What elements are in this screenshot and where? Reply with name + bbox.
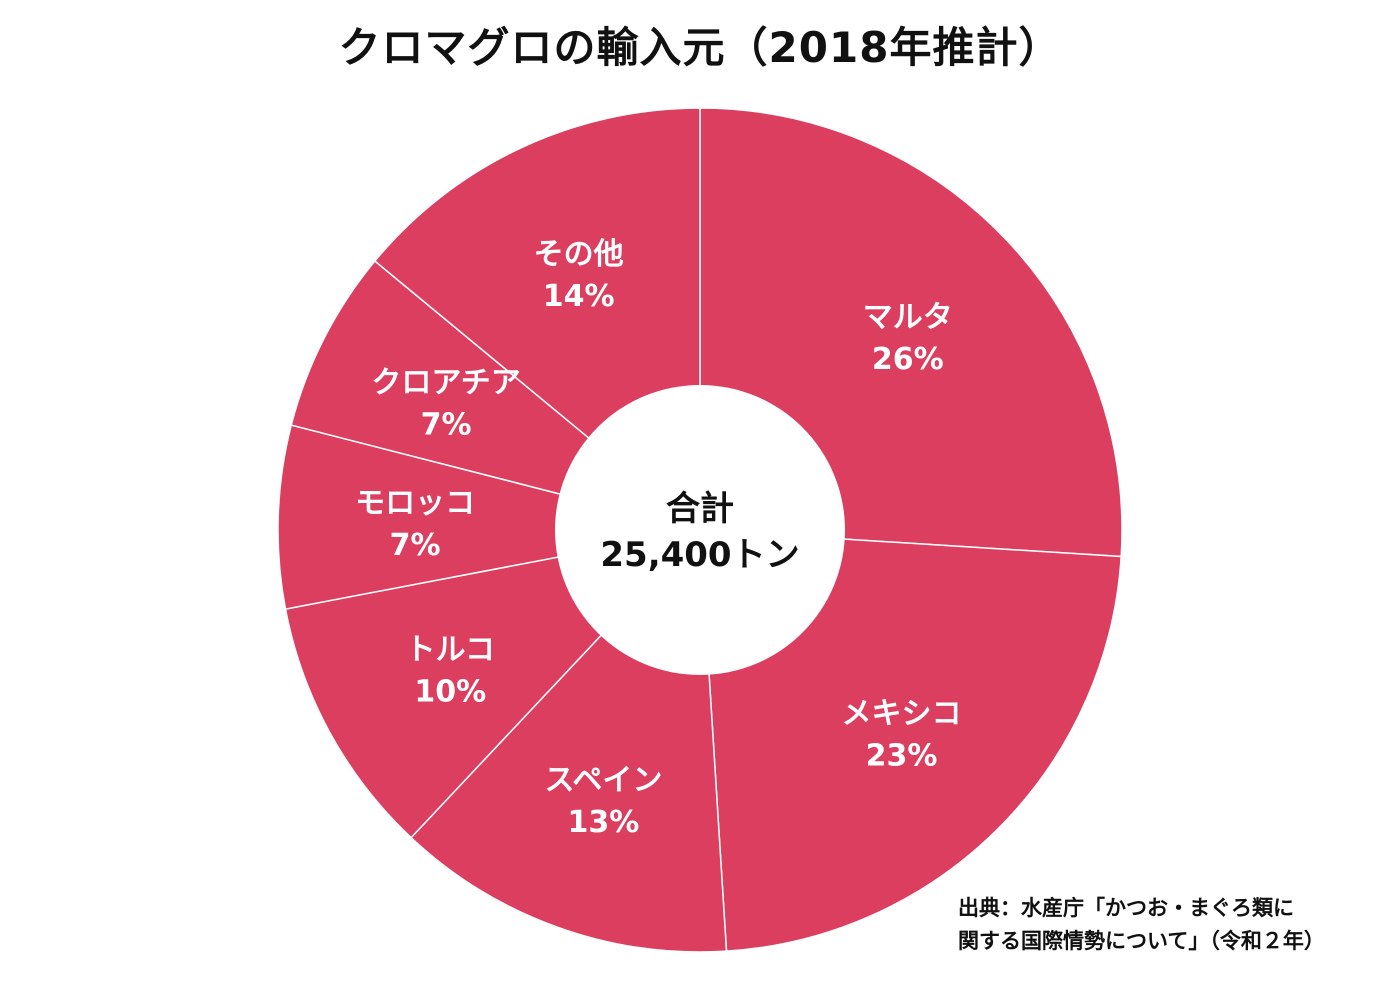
center-total-value: 25,400トン (600, 535, 799, 575)
slice-label-name: スペイン (545, 763, 663, 798)
slice-5 (277, 424, 701, 610)
slice-label-percent: 7% (390, 528, 441, 563)
source-line-1: 出典：水産庁「かつお・まぐろ類に (958, 896, 1294, 920)
slice-label-name: モロッコ (355, 486, 475, 521)
slice-label-percent: 7% (421, 408, 472, 443)
slice-label-name: その他 (534, 237, 624, 272)
center-hole (555, 385, 845, 675)
slice-label-name: マルタ (863, 300, 953, 335)
source-note: 出典：水産庁「かつお・まぐろ類に 関する国際情勢について」（令和２年） (958, 892, 1388, 958)
slice-label-name: クロアチア (371, 366, 520, 401)
slice-2 (699, 529, 1122, 952)
center-total-label: 合計 (666, 489, 734, 529)
source-line-2: 関する国際情勢について」（令和２年） (958, 929, 1325, 953)
slice-label-percent: 10% (414, 674, 486, 709)
slice-label-percent: 26% (872, 342, 944, 377)
slice-label-name: メキシコ (842, 697, 962, 732)
slice-label-name: トルコ (406, 632, 495, 667)
slice-labels: マルタ 26% メキシコ 23% スペイン 13% トルコ 10% モロッコ 7% クロアチア 7% そ… (355, 237, 961, 840)
slice-label-percent: 13% (568, 805, 640, 840)
slice-label-percent: 23% (866, 739, 938, 774)
chart-title: クロマグロの輸入元（2018年推計） (338, 23, 1062, 72)
slice-label-percent: 14% (543, 279, 615, 314)
